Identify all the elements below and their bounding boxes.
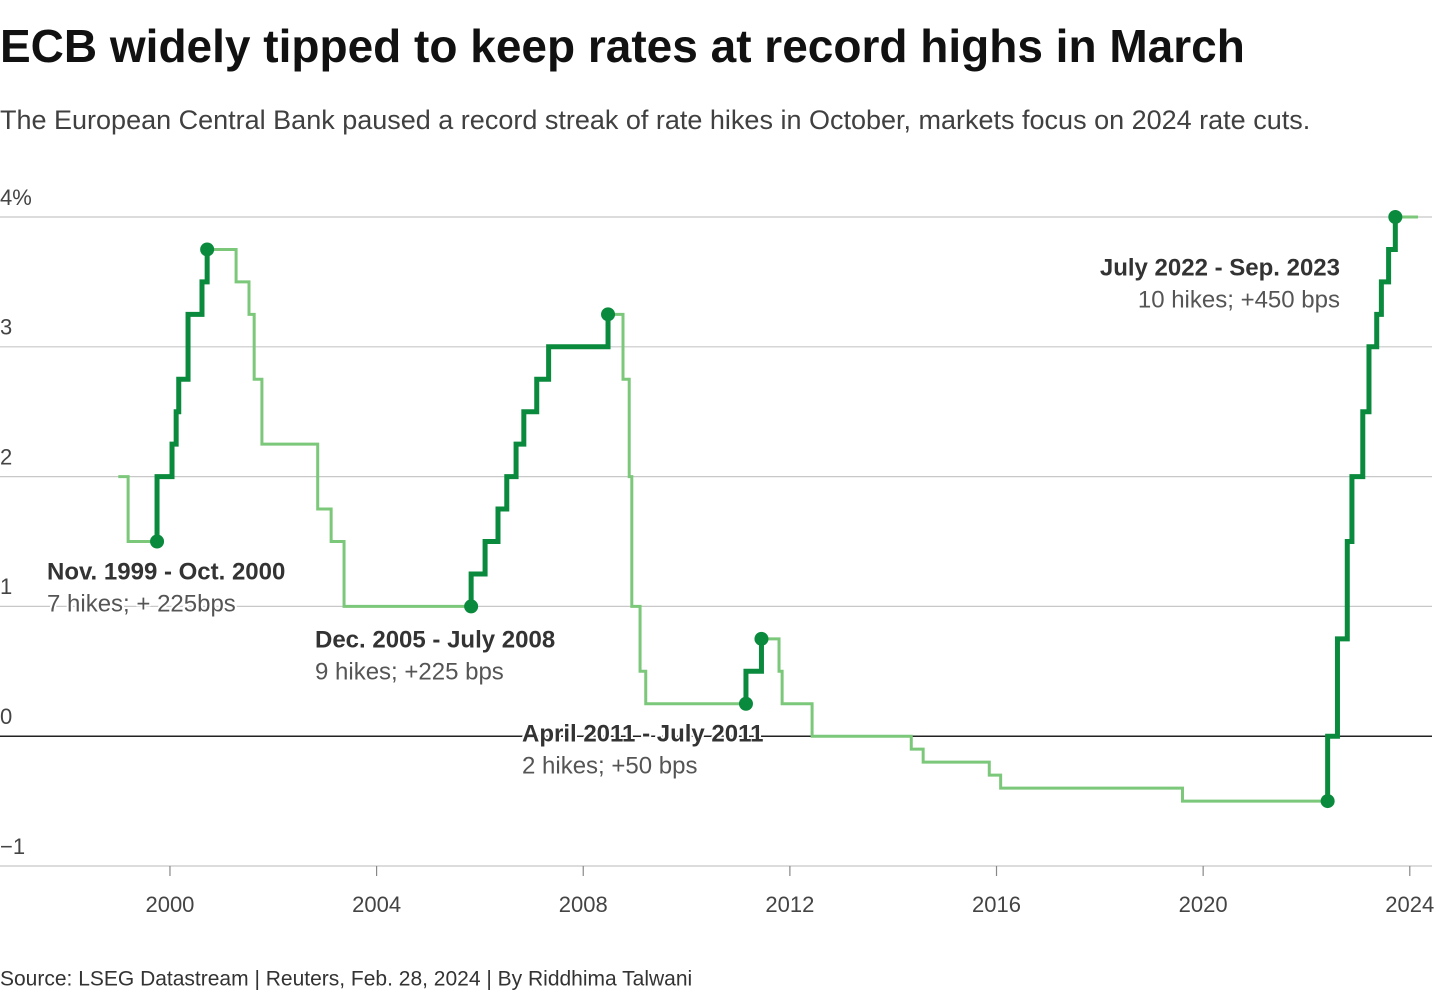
hike-end-dot: [200, 242, 215, 257]
annotation-text: 9 hikes; +225 bps: [315, 658, 504, 685]
chart-subtitle: The European Central Bank paused a recor…: [0, 105, 1310, 135]
annotation-text: 7 hikes; + 225bps: [47, 590, 236, 617]
annotation-text: 10 hikes; +450 bps: [1138, 286, 1340, 313]
annotation-text: 2 hikes; +50 bps: [522, 752, 697, 779]
hike-end-dot: [1388, 210, 1403, 224]
y-tick-label: 4%: [0, 185, 32, 210]
hike-line: [468, 314, 611, 607]
x-tick-label: 2004: [352, 892, 401, 917]
annotation-title: Dec. 2005 - July 2008: [315, 626, 555, 653]
y-tick-label: 1: [0, 574, 12, 599]
chart-title: ECB widely tipped to keep rates at recor…: [0, 20, 1245, 72]
hike-start-dot: [1320, 794, 1335, 809]
x-tick-label: 2000: [145, 892, 194, 917]
hike-line: [154, 249, 210, 542]
hike-line: [1325, 217, 1398, 802]
hike-start-dot: [150, 534, 165, 549]
x-tick-label: 2012: [765, 892, 814, 917]
y-tick-label: 0: [0, 704, 12, 729]
source: Source: LSEG Datastream | Reuters, Feb. …: [0, 968, 692, 991]
annotation-title: July 2022 - Sep. 2023: [1100, 254, 1340, 281]
x-tick-label: 2016: [972, 892, 1021, 917]
y-tick-label: 2: [0, 444, 12, 469]
y-tick-label: 3: [0, 315, 12, 340]
x-tick-label: 2020: [1179, 892, 1228, 917]
annotation-title: April 2011 - July 2011: [522, 720, 764, 747]
hike-start-dot: [464, 599, 479, 614]
hike-end-dot: [754, 631, 769, 646]
hike-line: [743, 638, 764, 704]
hike-end-dot: [601, 307, 616, 322]
x-tick-label: 2008: [559, 892, 608, 917]
hike-start-dot: [738, 696, 753, 711]
annotation-title: Nov. 1999 - Oct. 2000: [47, 558, 285, 585]
x-tick-label: 2024: [1385, 892, 1434, 917]
y-tick-label: −1: [0, 834, 25, 859]
